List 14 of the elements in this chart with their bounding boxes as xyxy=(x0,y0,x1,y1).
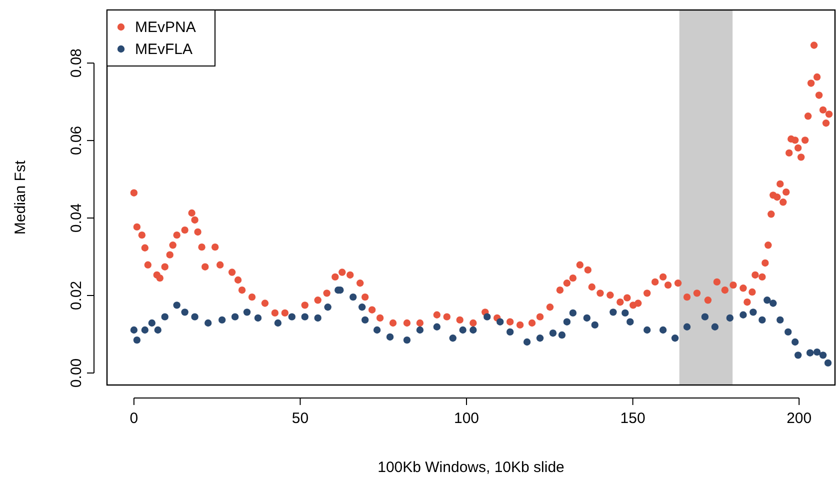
y-tick-label: 0.04 xyxy=(68,203,85,233)
y-tick-label: 0.02 xyxy=(68,280,85,310)
x-axis-title: 100Kb Windows, 10Kb slide xyxy=(378,459,564,476)
y-tick-label: 0.00 xyxy=(68,358,85,388)
x-tick-label: 200 xyxy=(786,410,812,427)
x-tick-label: 150 xyxy=(620,410,646,427)
legend-label: MEvPNA xyxy=(135,19,196,36)
y-tick-label: 0.06 xyxy=(68,126,85,156)
y-tick-label: 0.08 xyxy=(68,48,85,78)
legend-label: MEvFLA xyxy=(135,41,193,58)
x-tick-label: 50 xyxy=(292,410,309,427)
y-axis-title: Median Fst xyxy=(12,160,29,235)
x-tick-label: 0 xyxy=(130,410,138,427)
x-tick-label: 100 xyxy=(454,410,480,427)
